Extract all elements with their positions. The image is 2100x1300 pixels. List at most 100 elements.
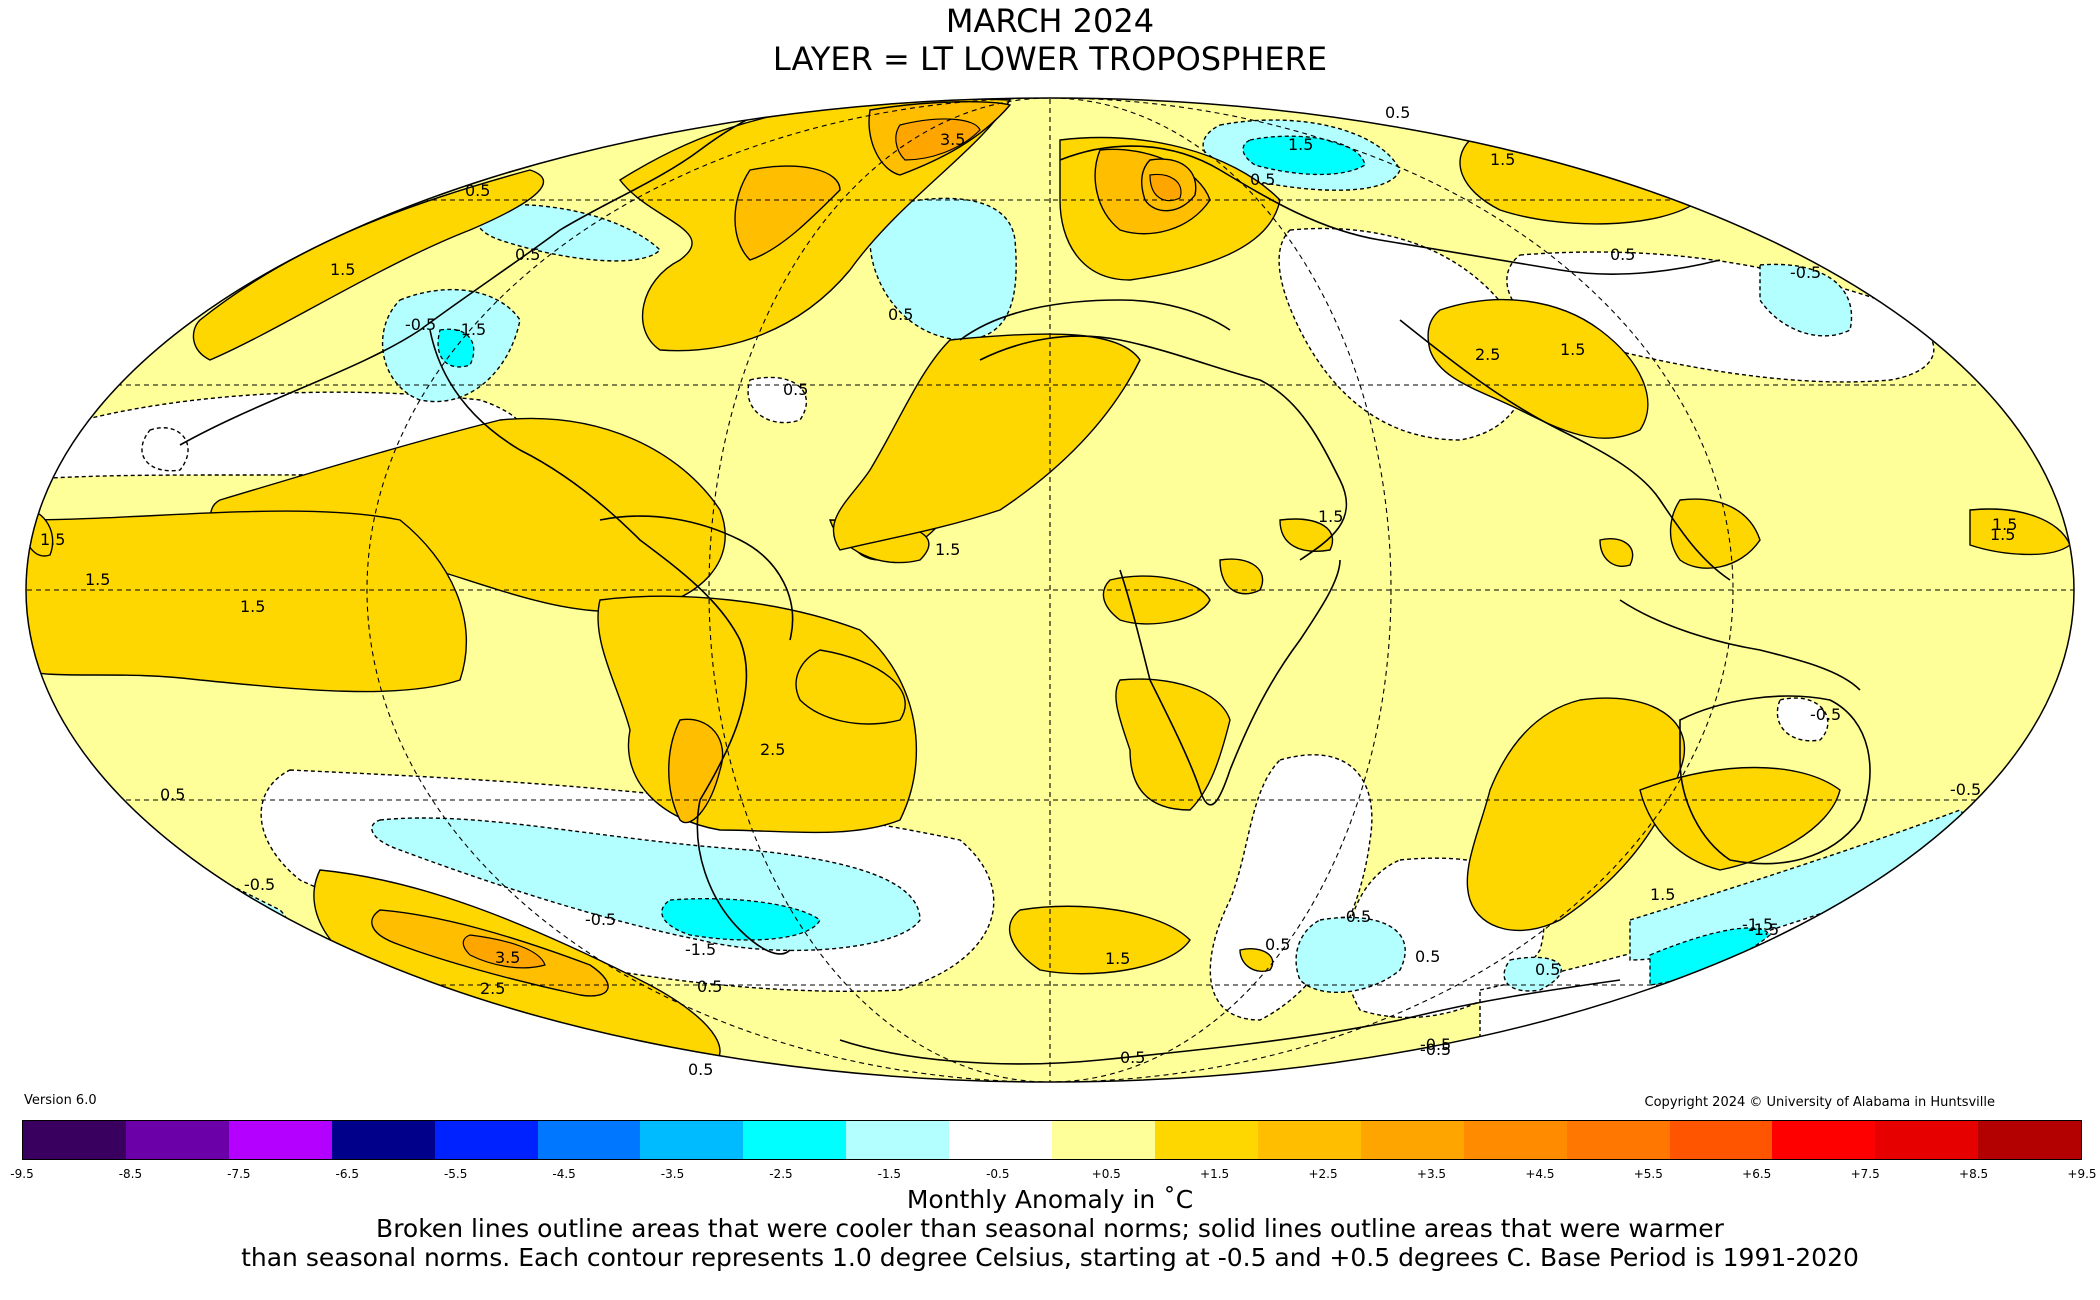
- anomaly-region: [1278, 227, 1529, 441]
- anomaly-region: [1102, 575, 1211, 625]
- coastline: [959, 299, 1231, 341]
- contour-label: 1.5: [1318, 507, 1343, 526]
- color-scale-tick-label: -8.5: [118, 1167, 143, 1181]
- color-scale-tick-label: +1.5: [1200, 1167, 1230, 1181]
- color-scale-tick-label: +5.5: [1633, 1167, 1663, 1181]
- contour-label: 2.5: [480, 979, 505, 998]
- color-scale-tick-label: +2.5: [1308, 1167, 1338, 1181]
- anomaly-region: [1295, 916, 1406, 993]
- color-scale-segment: [1052, 1121, 1155, 1159]
- contour-label: 0.5: [515, 245, 540, 264]
- color-scale-tick-label: -3.5: [660, 1167, 685, 1181]
- color-scale-tick-label: -4.5: [552, 1167, 576, 1181]
- contour-label: 0.5: [160, 785, 185, 804]
- anomaly-region: [1503, 956, 1562, 992]
- anomaly-region: [462, 934, 546, 969]
- color-scale-segment: [949, 1121, 1053, 1159]
- color-scale-segment: [331, 1121, 435, 1159]
- anomaly-region: [1115, 678, 1231, 811]
- contour-label: 1.5: [1990, 525, 2015, 544]
- version-label: Version 6.0: [24, 1093, 97, 1108]
- anomaly-region: [1599, 538, 1634, 567]
- coastline: [979, 335, 1348, 561]
- color-scale-tick-label: -1.5: [877, 1167, 902, 1181]
- map-title: MARCH 2024: [945, 2, 1155, 40]
- contour-label: 1.5: [1992, 515, 2017, 534]
- color-scale-ticks: -9.5 -8.5 -7.5 -6.5 -5.5 -4.5 -3.5 -2.5 -1.5 -0.5…: [10, 1167, 2096, 1183]
- contour-label: -0.5: [585, 910, 616, 929]
- coastline: [1619, 599, 1861, 691]
- contour-label: 0.5: [1535, 960, 1560, 979]
- contour-label: -0.5: [1420, 1035, 1451, 1054]
- contour-label: -1.5: [455, 320, 486, 339]
- contour-label: 0.5: [1610, 245, 1635, 264]
- contour-label: -0.5: [1420, 1040, 1451, 1059]
- color-scale-segment: [23, 1121, 126, 1159]
- coastline: [429, 329, 791, 955]
- contour-label: 1.5: [1105, 949, 1130, 968]
- anomaly-region: [1759, 263, 1853, 337]
- anomaly-region: [26, 510, 467, 693]
- contour-label: 1.5: [1288, 135, 1313, 154]
- color-scale-tick-label: -0.5: [986, 1167, 1010, 1181]
- anomaly-region: [1009, 905, 1191, 975]
- anomaly-region: [795, 649, 906, 725]
- contour-label: -1.5: [685, 940, 716, 959]
- contour-label: -0.5: [405, 315, 436, 334]
- color-scale-tick-label: +6.5: [1742, 1167, 1772, 1181]
- color-scale-tick-label: -9.5: [10, 1167, 34, 1181]
- anomaly-region: [475, 203, 661, 262]
- copyright-label: Copyright 2024 © University of Alabama i…: [1644, 1095, 1995, 1110]
- anomaly-region: [141, 427, 189, 472]
- coastline: [179, 98, 821, 446]
- contour-label: 1.5: [935, 540, 960, 559]
- contour-label: 1.5: [330, 260, 355, 279]
- anomaly-region: [222, 135, 382, 175]
- anomaly-region: [1239, 948, 1274, 972]
- contour-label: -1.5: [1742, 915, 1773, 934]
- color-scale-bar: [22, 1120, 2082, 1160]
- contour-label: 1.5: [1490, 150, 1515, 169]
- contour-label: -0.5: [1790, 263, 1821, 282]
- color-scale-tick-label: +3.5: [1416, 1167, 1447, 1181]
- color-scale-segment: [1463, 1121, 1567, 1159]
- color-scale-tick-label: -6.5: [335, 1167, 359, 1181]
- anomaly-region: [1639, 766, 1841, 871]
- contour-label: 1.5: [40, 530, 65, 549]
- contour-label: 0.5: [1120, 1048, 1145, 1067]
- color-scale-tick-label: +4.5: [1525, 1167, 1555, 1181]
- globe-outline: [25, 97, 2075, 1083]
- coastline: [1679, 695, 1871, 865]
- gridline: [366, 98, 1734, 1082]
- contour-label: 0.5: [688, 1060, 713, 1079]
- contour-label: 0.5: [1415, 947, 1440, 966]
- contour-label: 3.5: [495, 948, 520, 967]
- colorbar-label: Monthly Anomaly in ˚C: [906, 1185, 1194, 1214]
- caption-line-1: Broken lines outline areas that were coo…: [376, 1214, 1724, 1243]
- anomaly-region: [1279, 518, 1334, 552]
- coastline: [1059, 145, 1721, 275]
- color-scale-segment: [537, 1121, 641, 1159]
- color-scale-segment: [743, 1121, 847, 1159]
- contour-label: 0.5: [1265, 935, 1290, 954]
- anomaly-map: 3.5 0.5 0.5 1.5 -0.5 -1.5 1.5 0.5 0.5 0.…: [25, 97, 2075, 1083]
- anomaly-region: [1149, 173, 1182, 202]
- color-scale-segment: [1566, 1121, 1670, 1159]
- anomaly-region: [747, 376, 807, 424]
- anomaly-region: [1427, 298, 1649, 439]
- color-scale-tick-label: -2.5: [769, 1167, 793, 1181]
- color-scale-segment: [1978, 1121, 2082, 1159]
- contour-label: 1.5: [85, 570, 110, 589]
- color-scale-segment: [228, 1121, 332, 1159]
- color-scale-tick-label: +7.5: [1850, 1167, 1880, 1181]
- anomaly-region: [1669, 498, 1761, 569]
- contour-label: 0.5: [1250, 170, 1275, 189]
- coastline: [1119, 559, 1341, 806]
- anomaly-region: [1242, 135, 1366, 176]
- anomaly-region: [734, 165, 841, 261]
- contour-label: -0.5: [1810, 705, 1841, 724]
- contour-label: -1.5: [1748, 920, 1779, 939]
- anomaly-region: [661, 898, 821, 941]
- color-scale-segment: [125, 1121, 229, 1159]
- color-scale-tick-label: -5.5: [443, 1167, 468, 1181]
